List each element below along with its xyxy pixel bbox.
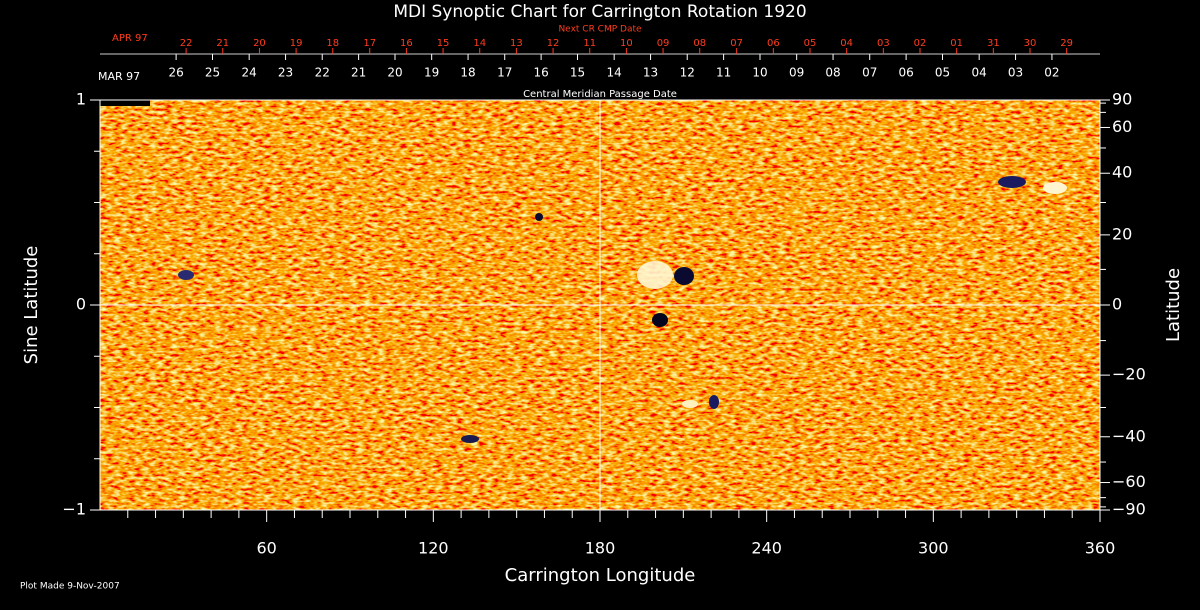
cmp-date: 23 bbox=[278, 66, 293, 80]
cmp-month: MAR 97 bbox=[98, 70, 140, 83]
y2-axis-label: Latitude bbox=[1163, 268, 1184, 342]
cmp-date: 26 bbox=[168, 66, 183, 80]
y2-tick-label: −40 bbox=[1112, 426, 1146, 445]
next-cr-date: 15 bbox=[437, 38, 450, 49]
y2-tick-label: 60 bbox=[1112, 117, 1132, 136]
next-cr-date: 10 bbox=[620, 38, 633, 49]
region bbox=[1043, 182, 1067, 194]
cmp-date: 20 bbox=[387, 66, 402, 80]
y2-tick-label: 90 bbox=[1112, 90, 1132, 109]
cmp-date: 04 bbox=[972, 66, 987, 80]
x-axis-label: Carrington Longitude bbox=[505, 565, 696, 586]
next-cr-date: 22 bbox=[180, 38, 193, 49]
next-cr-date: 31 bbox=[987, 38, 1000, 49]
next-cr-date: 03 bbox=[877, 38, 890, 49]
y-tick-label: 0 bbox=[76, 295, 86, 314]
region bbox=[535, 213, 543, 221]
next-cr-date: 06 bbox=[767, 38, 780, 49]
next-cr-date: 16 bbox=[400, 38, 413, 49]
region bbox=[682, 400, 698, 408]
next-cr-date: 04 bbox=[840, 38, 853, 49]
region bbox=[674, 267, 694, 285]
region bbox=[652, 313, 668, 327]
next-cr-date: 19 bbox=[290, 38, 303, 49]
cmp-date: 09 bbox=[789, 66, 804, 80]
y-tick-label: 1 bbox=[76, 90, 86, 109]
next-cr-month: APR 97 bbox=[112, 33, 148, 44]
region bbox=[178, 270, 194, 280]
cmp-date: 16 bbox=[533, 66, 548, 80]
region bbox=[637, 261, 673, 289]
y2-tick-label: −20 bbox=[1112, 365, 1146, 384]
footer: Plot Made 9-Nov-2007 bbox=[20, 582, 120, 592]
cmp-date: 06 bbox=[898, 66, 913, 80]
chart-title: MDI Synoptic Chart for Carrington Rotati… bbox=[393, 2, 806, 22]
x-tick-label: 60 bbox=[256, 539, 276, 558]
next-cr-date: 14 bbox=[473, 38, 486, 49]
y2-tick-label: −90 bbox=[1112, 500, 1146, 519]
y2-tick-label: 20 bbox=[1112, 224, 1132, 243]
cmp-date: 11 bbox=[716, 66, 731, 80]
region bbox=[998, 176, 1026, 188]
y2-tick-label: 40 bbox=[1112, 163, 1132, 182]
cmp-date: 02 bbox=[1044, 66, 1059, 80]
cmp-date: 03 bbox=[1008, 66, 1023, 80]
next-cr-date: 21 bbox=[216, 38, 229, 49]
x-tick-label: 300 bbox=[918, 539, 949, 558]
next-cr-date: 13 bbox=[510, 38, 523, 49]
cmp-date: 12 bbox=[680, 66, 695, 80]
cmp-date: 07 bbox=[862, 66, 877, 80]
next-cr-date: 12 bbox=[547, 38, 560, 49]
cmp-date: 15 bbox=[570, 66, 585, 80]
cmp-date: 08 bbox=[825, 66, 840, 80]
region bbox=[709, 395, 719, 409]
x-tick-label: 120 bbox=[418, 539, 449, 558]
next-cr-date: 05 bbox=[804, 38, 817, 49]
next-cr-date: 18 bbox=[326, 38, 339, 49]
cmp-date: 13 bbox=[643, 66, 658, 80]
active-regions bbox=[100, 100, 1067, 443]
cmp-date: 17 bbox=[497, 66, 512, 80]
y2-tick-label: −60 bbox=[1112, 472, 1146, 491]
y-tick-label: −1 bbox=[62, 500, 86, 519]
next-cr-date: 08 bbox=[693, 38, 706, 49]
region bbox=[461, 435, 479, 443]
x-tick-label: 240 bbox=[751, 539, 782, 558]
next-cr-date: 02 bbox=[914, 38, 927, 49]
next-cr-date: 17 bbox=[363, 38, 376, 49]
y2-tick-label: 0 bbox=[1112, 295, 1122, 314]
next-cr-date: 01 bbox=[950, 38, 963, 49]
next-cr-date: 29 bbox=[1060, 38, 1073, 49]
next-cr-date: 30 bbox=[1024, 38, 1037, 49]
cmp-date: 21 bbox=[351, 66, 366, 80]
cmp-date: 24 bbox=[242, 66, 257, 80]
cmp-date: 18 bbox=[460, 66, 475, 80]
cmp-date: 19 bbox=[424, 66, 439, 80]
y-axis-label: Sine Latitude bbox=[21, 246, 42, 365]
cmp-date: 10 bbox=[752, 66, 767, 80]
x-tick-label: 180 bbox=[585, 539, 616, 558]
cmp-date: 25 bbox=[205, 66, 220, 80]
next-cr-date: 09 bbox=[657, 38, 670, 49]
cmp-date: 05 bbox=[935, 66, 950, 80]
next-cr-date: 11 bbox=[583, 38, 596, 49]
x-tick-label: 360 bbox=[1085, 539, 1116, 558]
cmp-date: 14 bbox=[607, 66, 622, 80]
cmp-label: Central Meridian Passage Date bbox=[523, 89, 677, 100]
next-cr-date: 20 bbox=[253, 38, 266, 49]
next-cr-date: 07 bbox=[730, 38, 743, 49]
polar-gap bbox=[100, 100, 150, 106]
next-cr-label: Next CR CMP Date bbox=[558, 25, 642, 35]
cmp-date: 22 bbox=[315, 66, 330, 80]
